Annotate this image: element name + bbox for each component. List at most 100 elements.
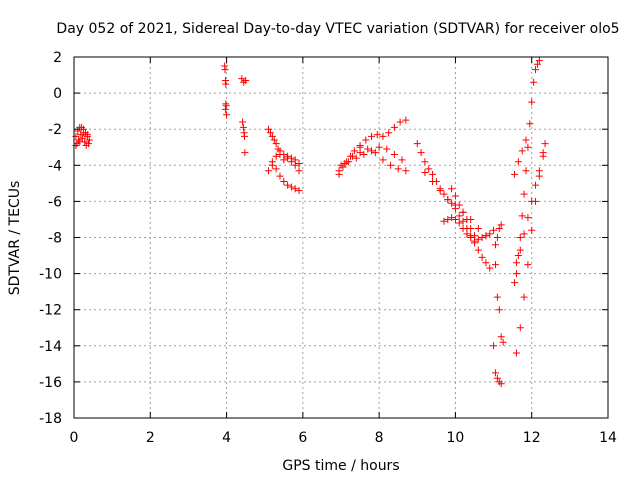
data-point	[448, 199, 456, 207]
data-point	[486, 230, 494, 238]
x-tick-label: 0	[70, 430, 79, 446]
series-arc-4	[265, 125, 303, 195]
data-point	[266, 129, 274, 137]
series-arc-3	[238, 75, 250, 157]
data-point	[491, 369, 499, 377]
data-point	[512, 259, 520, 267]
data-point	[455, 219, 463, 227]
data-point	[222, 100, 230, 108]
y-tick-label: 0	[53, 86, 62, 102]
data-point	[474, 235, 482, 243]
data-point	[387, 161, 395, 169]
data-point	[533, 60, 541, 68]
data-points	[72, 57, 549, 388]
data-point	[514, 158, 522, 166]
data-point	[394, 165, 402, 173]
data-point	[539, 152, 547, 160]
data-point	[239, 118, 247, 126]
data-point	[239, 123, 247, 131]
data-point	[516, 324, 524, 332]
data-point	[448, 185, 456, 193]
data-point	[467, 234, 475, 241]
data-point	[514, 252, 522, 260]
data-point	[276, 172, 284, 180]
data-point	[528, 226, 536, 234]
data-point	[486, 264, 494, 272]
x-tick-label: 6	[298, 430, 307, 446]
y-tick-label: -8	[48, 231, 62, 247]
data-point	[417, 149, 425, 157]
data-point	[295, 167, 303, 175]
data-point	[379, 156, 387, 164]
data-point	[493, 293, 501, 301]
data-point	[287, 154, 295, 162]
data-point	[530, 78, 538, 86]
y-axis-label: SDTVAR / TECUs	[7, 181, 23, 296]
data-point	[512, 270, 520, 278]
series-arc-10	[511, 136, 549, 267]
data-point	[463, 215, 471, 223]
data-point	[495, 224, 503, 232]
data-point	[341, 159, 349, 167]
data-point	[490, 342, 498, 350]
data-point	[526, 120, 534, 128]
data-point	[398, 156, 406, 164]
data-point	[511, 279, 519, 287]
data-point	[520, 293, 528, 301]
data-point	[222, 80, 230, 88]
data-point	[497, 221, 505, 229]
data-point	[83, 131, 91, 139]
data-point	[459, 224, 467, 232]
data-point	[270, 136, 278, 144]
data-point	[373, 131, 381, 139]
data-point	[524, 261, 532, 269]
y-tick-label: -14	[39, 339, 62, 355]
data-point	[451, 215, 459, 223]
axis-ticks	[73, 56, 609, 419]
x-tick-label: 8	[375, 430, 384, 446]
data-point	[499, 338, 507, 346]
x-tick-label: 14	[599, 430, 617, 446]
y-tick-label: -18	[39, 411, 62, 427]
data-point	[287, 183, 295, 191]
data-point	[379, 132, 387, 140]
data-point	[221, 66, 229, 74]
data-point	[520, 230, 528, 238]
data-point	[291, 185, 299, 193]
series-arc-5	[335, 116, 410, 178]
data-point	[276, 147, 284, 155]
data-point	[532, 181, 540, 189]
data-point	[295, 187, 303, 195]
data-point	[284, 152, 292, 160]
data-point	[390, 150, 398, 158]
data-point	[495, 378, 503, 386]
data-point	[497, 333, 505, 341]
y-tick-label: -16	[39, 375, 62, 391]
data-point	[352, 154, 360, 162]
data-point	[280, 150, 288, 158]
y-tick-label: -2	[48, 122, 62, 138]
data-point	[524, 214, 532, 222]
data-point	[535, 57, 543, 65]
data-point	[350, 147, 358, 155]
y-tick-label: -10	[39, 267, 62, 283]
y-tick-label: -12	[39, 303, 62, 319]
data-point	[268, 158, 276, 166]
data-point	[440, 217, 448, 225]
data-point	[532, 66, 540, 74]
data-point	[459, 217, 467, 225]
data-point	[535, 167, 543, 175]
data-point	[396, 118, 404, 126]
series-arc-1	[72, 123, 93, 149]
data-point	[291, 156, 299, 164]
data-point	[459, 208, 467, 216]
data-point	[385, 129, 393, 137]
data-point	[512, 349, 520, 357]
data-point	[360, 150, 368, 158]
data-point	[421, 169, 429, 177]
data-point	[390, 123, 398, 131]
data-point	[474, 246, 482, 254]
data-point	[524, 143, 532, 151]
y-tick-labels: -18 -16 -14 -12 -10 -8 -6 -4 -2 0 2	[39, 50, 62, 427]
